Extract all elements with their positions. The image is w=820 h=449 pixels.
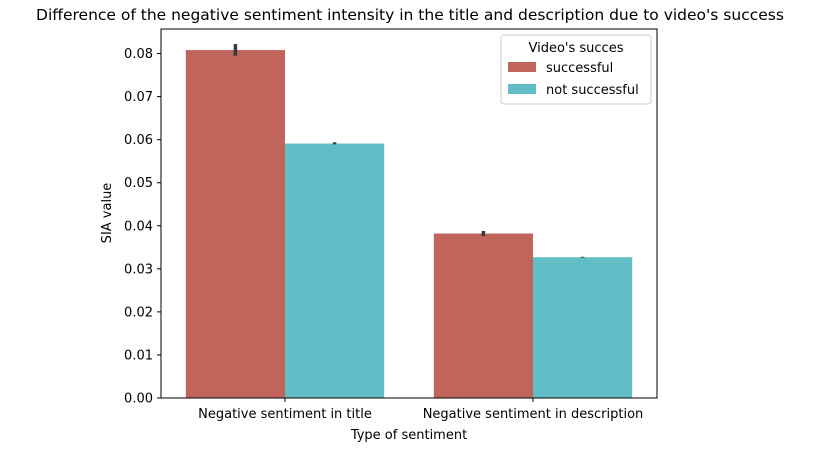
y-axis-label: SIA value — [100, 183, 115, 244]
y-tick-label-8: 0.08 — [124, 47, 153, 62]
plot-frame — [160, 28, 658, 399]
x-axis: Negative sentiment in title Negative sent… — [198, 398, 643, 422]
y-tick-label-7: 0.07 — [124, 90, 153, 105]
y-tick-label-4: 0.04 — [124, 219, 153, 234]
bar-0-0 — [185, 50, 285, 398]
bar-1-1 — [533, 257, 633, 398]
bars-layer — [185, 50, 633, 398]
chart-title: Difference of the negative sentiment int… — [36, 6, 784, 24]
x-axis-label: Type of sentiment — [350, 428, 467, 443]
y-axis: 0.00 0.01 0.02 0.03 0.04 0.05 0.06 0.07 0.08 — [124, 47, 161, 407]
legend-label-not-successful: not successful — [546, 83, 639, 98]
error-bars-layer — [233, 44, 585, 258]
y-tick-label-2: 0.02 — [124, 305, 153, 320]
legend: Video's succes successful not successful — [500, 34, 652, 105]
y-tick-label-5: 0.05 — [124, 176, 153, 191]
bar-1-0 — [285, 143, 385, 398]
y-tick-label-0: 0.00 — [124, 392, 153, 407]
legend-label-successful: successful — [546, 61, 613, 76]
legend-swatch-successful — [508, 62, 536, 72]
x-tick-label-0: Negative sentiment in title — [198, 407, 372, 422]
legend-swatch-not-successful — [508, 84, 536, 94]
bar-0-1 — [433, 233, 533, 398]
y-tick-label-3: 0.03 — [124, 262, 153, 277]
legend-box — [500, 34, 652, 105]
x-tick-label-1: Negative sentiment in description — [423, 407, 644, 422]
y-tick-label-6: 0.06 — [124, 133, 153, 148]
legend-title: Video's succes — [529, 41, 624, 56]
y-tick-label-1: 0.01 — [124, 348, 153, 363]
